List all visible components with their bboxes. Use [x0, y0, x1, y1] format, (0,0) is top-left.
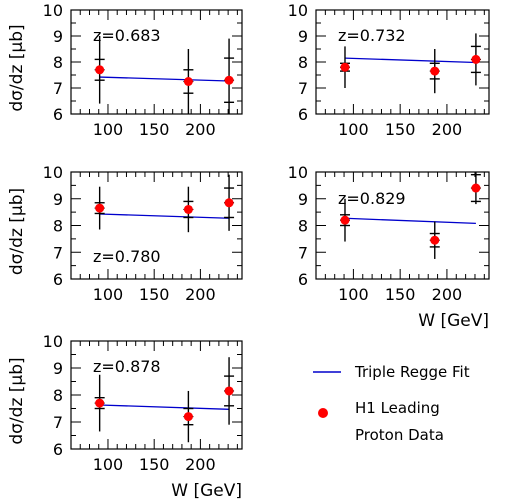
y-tick-label: 7: [298, 79, 308, 98]
panel-annotation: z=0.780: [93, 247, 161, 266]
legend-fit-label: Triple Regge Fit: [354, 363, 470, 381]
data-point: [95, 398, 105, 408]
x-tick-label: 100: [338, 120, 369, 139]
y-tick-label: 10: [288, 1, 308, 20]
data-point: [224, 386, 234, 396]
fit-line: [99, 213, 230, 219]
fit-line: [99, 76, 230, 82]
data-point: [183, 77, 193, 86]
data-point: [95, 65, 105, 75]
x-tick-label: 150: [139, 455, 170, 474]
panel-4: 6 7 8 9 10 100 150 200 z=0.829 W [GeV]: [288, 163, 490, 331]
data-point: [224, 75, 234, 85]
x-tick-label: 100: [93, 120, 124, 139]
y-axis-label: dσ/dz [μb]: [7, 24, 27, 111]
y-tick-label: 8: [298, 53, 308, 72]
y-tick-label: 9: [53, 27, 63, 46]
data-point: [430, 66, 440, 76]
x-tick-label: 100: [93, 455, 124, 474]
data-point: [95, 203, 105, 213]
y-tick-label: 8: [53, 386, 63, 405]
data-point: [340, 215, 350, 225]
x-tick-label: 200: [185, 285, 216, 304]
y-tick-label: 10: [288, 163, 308, 182]
x-tick-label: 150: [385, 285, 416, 304]
panel-1: 6 7 8 9 10 100 150 200 z=0.683 dσ/dz [μb]: [7, 1, 243, 139]
legend: Triple Regge Fit H1 Leading Proton Data: [313, 363, 470, 444]
fit-line: [344, 57, 476, 64]
y-tick-label: 9: [53, 359, 63, 378]
y-tick-label: 6: [53, 440, 63, 459]
data-point: [430, 235, 440, 245]
y-tick-label: 7: [53, 413, 63, 432]
data-point: [224, 198, 234, 208]
y-tick-label: 6: [298, 270, 308, 289]
y-tick-label: 8: [53, 217, 63, 236]
panels: 6 7 8 9 10 100 150 200 z=0.683 dσ/dz [μb] 6 7 8 9 10 10…: [7, 1, 490, 499]
y-tick-label: 7: [298, 243, 308, 262]
panel-annotation: z=0.683: [93, 26, 161, 45]
x-tick-label: 100: [338, 285, 369, 304]
panel-3: 6 7 8 9 10 100 150 200 z=0.780 dσ/dz [μb]: [7, 163, 243, 304]
x-axis-label: W [GeV]: [418, 311, 489, 331]
fit-line: [344, 217, 476, 225]
y-axis-label: dσ/dz [μb]: [7, 188, 27, 275]
y-tick-label: 9: [298, 27, 308, 46]
panel-annotation: z=0.732: [338, 26, 406, 45]
y-tick-label: 6: [298, 105, 308, 124]
data-point: [340, 62, 350, 72]
fit-line: [99, 404, 230, 410]
panel-annotation: z=0.878: [93, 357, 161, 376]
y-tick-label: 10: [43, 332, 63, 351]
x-tick-label: 150: [139, 285, 170, 304]
x-tick-label: 200: [185, 455, 216, 474]
data-point: [183, 412, 193, 422]
y-axis-label: dσ/dz [μb]: [7, 357, 27, 444]
x-tick-label: 200: [432, 285, 463, 304]
panel-annotation: z=0.829: [338, 189, 406, 208]
x-tick-label: 150: [385, 120, 416, 139]
y-tick-label: 10: [43, 1, 63, 20]
data-point: [183, 204, 193, 214]
legend-data-marker: [318, 408, 328, 418]
y-tick-label: 10: [43, 163, 63, 182]
y-tick-label: 6: [53, 105, 63, 124]
y-tick-label: 8: [53, 53, 63, 72]
data-point: [471, 183, 481, 193]
x-tick-label: 200: [432, 120, 463, 139]
x-tick-label: 200: [185, 120, 216, 139]
legend-data-label-line1: H1 Leading: [355, 399, 440, 417]
x-tick-label: 150: [139, 120, 170, 139]
panel-2: 6 7 8 9 10 100 150 200 z=0.732: [288, 1, 490, 139]
data-point: [471, 54, 481, 64]
panel-5: 6 7 8 9 10 100 150 200 z=0.878 dσ/dz [μb] W [GeV]: [7, 332, 243, 499]
y-tick-label: 9: [53, 190, 63, 209]
y-tick-label: 7: [53, 243, 63, 262]
y-tick-label: 7: [53, 79, 63, 98]
y-tick-label: 6: [53, 270, 63, 289]
legend-data-label-line2: Proton Data: [355, 426, 444, 444]
y-tick-label: 8: [298, 217, 308, 236]
y-tick-label: 9: [298, 190, 308, 209]
x-axis-label: W [GeV]: [171, 481, 242, 499]
x-tick-label: 100: [93, 285, 124, 304]
